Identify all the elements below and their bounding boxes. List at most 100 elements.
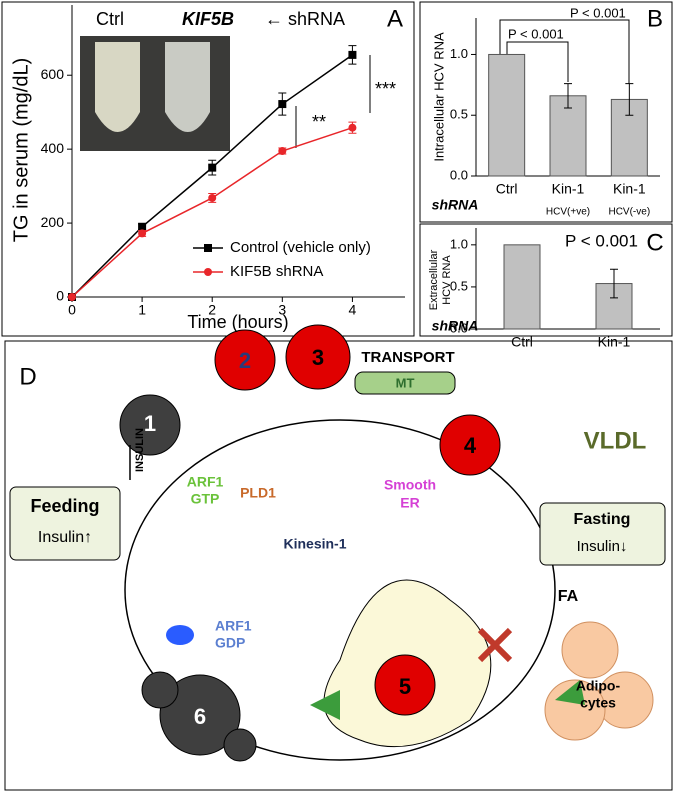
- marker: [138, 222, 147, 231]
- node: [374, 654, 436, 716]
- panel-label: C: [646, 229, 663, 256]
- y-axis-label: HCV RNA: [441, 255, 453, 305]
- node: [119, 394, 181, 456]
- annotation: P < 0.001: [508, 26, 564, 41]
- node-label: 1: [144, 411, 156, 436]
- arf1-gdp: [166, 625, 194, 645]
- annotation: P < 0.001: [565, 231, 638, 250]
- bracket: [499, 19, 630, 84]
- annotation: P < 0.001: [570, 5, 626, 20]
- x-tick-label: Kin-1: [552, 181, 585, 197]
- x-tick-label: Kin-1: [613, 181, 646, 197]
- label: Insulin↓: [577, 538, 628, 555]
- inset-label: ← shRNA: [265, 9, 345, 29]
- microtubule: [354, 371, 456, 395]
- node: [141, 671, 179, 709]
- spacer: [50, 700, 60, 760]
- node: [214, 329, 276, 391]
- axis-note: shRNA: [432, 197, 479, 213]
- panel-label: A: [387, 5, 403, 32]
- label: Fasting: [574, 511, 631, 528]
- label: PLD1: [240, 485, 276, 501]
- x-tick-sublabel: HCV(-ve): [608, 207, 650, 218]
- x-tick-sublabel: HCV(+ve): [546, 207, 590, 218]
- marker: [278, 147, 287, 155]
- label: Insulin↑: [38, 529, 92, 546]
- y-tick-label: 0: [56, 288, 64, 304]
- marker: [138, 229, 147, 238]
- node: [223, 728, 257, 762]
- x-tick-label: 1: [138, 302, 146, 318]
- y-tick-label: 0.0: [450, 167, 468, 182]
- y-axis-label: Extracellular: [428, 249, 440, 310]
- flow-arrow: [555, 680, 585, 705]
- error-bar: [564, 83, 572, 109]
- label: INSULIN: [134, 428, 146, 472]
- node-label: 4: [464, 433, 477, 458]
- x-tick-label: Kin-1: [598, 334, 631, 350]
- label: GTP: [191, 491, 220, 507]
- error-bar: [610, 268, 618, 299]
- tube: [95, 42, 140, 132]
- node: [439, 414, 501, 476]
- flow-arrow: [310, 690, 340, 720]
- y-axis-label: Intracellular HCV RNA: [431, 32, 446, 162]
- annotation: ***: [375, 79, 396, 99]
- block-mark: [477, 627, 513, 663]
- label: Adipo-: [576, 678, 621, 694]
- label: MT: [396, 375, 415, 390]
- y-axis-label: TG in serum (mg/dL): [10, 58, 32, 242]
- label: ARF1: [215, 618, 252, 634]
- axis-note: shRNA: [432, 318, 479, 334]
- bar: [503, 244, 541, 330]
- marker: [208, 193, 217, 202]
- label: Feeding: [30, 496, 99, 516]
- node-label: 2: [239, 348, 251, 373]
- node-label: 3: [312, 345, 324, 370]
- marker: [208, 163, 217, 172]
- node-label: 6: [194, 704, 206, 729]
- error-bar: [625, 83, 634, 116]
- y-tick-label: 400: [41, 140, 65, 156]
- label: VLDL: [584, 427, 647, 454]
- x-tick-label: Ctrl: [511, 334, 533, 350]
- node-label: 5: [399, 674, 411, 699]
- annotation: **: [312, 112, 326, 132]
- cycle: [124, 419, 556, 761]
- label: FA: [558, 588, 579, 605]
- bar: [488, 53, 526, 177]
- marker: [348, 123, 357, 132]
- label: Kinesin-1: [283, 536, 346, 552]
- legend-label: KIF5B shRNA: [230, 263, 323, 280]
- x-tick-label: 3: [278, 302, 286, 318]
- panel-label: D: [19, 363, 36, 390]
- x-tick-label: Ctrl: [496, 181, 518, 197]
- x-tick-label: 2: [208, 302, 216, 318]
- panel-a-frame: [1, 1, 415, 337]
- node: [285, 324, 351, 390]
- marker: [278, 100, 287, 109]
- adipocyte: [561, 621, 619, 679]
- y-tick-label: 0.5: [450, 107, 468, 122]
- inset-label: Ctrl: [96, 9, 124, 29]
- y-tick-label: 1.0: [450, 46, 468, 61]
- legend-marker: [204, 268, 212, 276]
- y-tick-label: 0.0: [450, 320, 468, 335]
- label: TRANSPORT: [361, 349, 454, 366]
- label: cytes: [580, 695, 616, 711]
- label: Smooth: [384, 477, 436, 493]
- bracket: [506, 41, 569, 82]
- legend-marker: [204, 244, 212, 252]
- fasting-box: [539, 502, 666, 566]
- marker: [68, 293, 76, 301]
- label: ARF1: [187, 474, 224, 490]
- label: GDP: [215, 635, 245, 651]
- legend-label: Control (vehicle only): [230, 239, 371, 256]
- inset-label: KIF5B: [182, 9, 234, 29]
- x-tick-label: 0: [68, 302, 76, 318]
- y-tick-label: 0.5: [450, 278, 468, 293]
- y-tick-label: 600: [41, 66, 65, 82]
- bar: [549, 95, 587, 177]
- adipocyte: [544, 679, 606, 741]
